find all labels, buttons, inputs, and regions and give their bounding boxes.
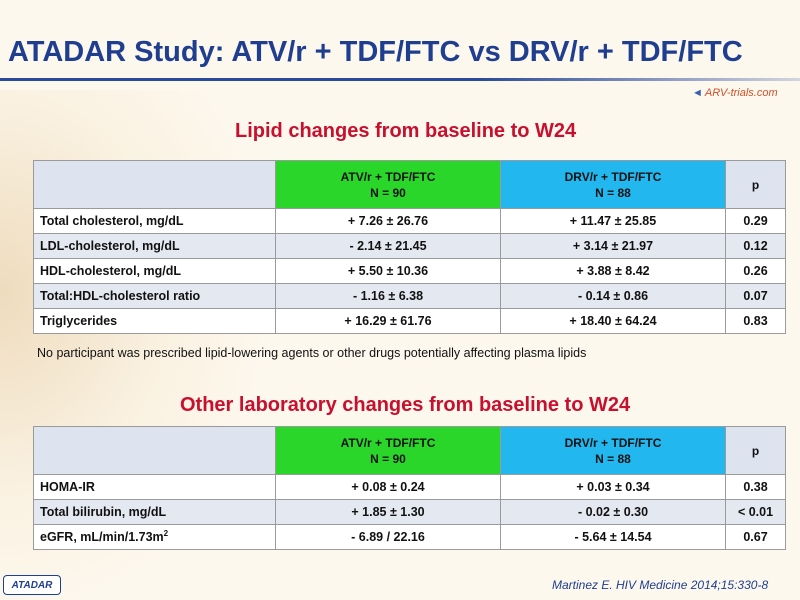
table-row: HOMA-IR + 0.08 ± 0.24 + 0.03 ± 0.34 0.38 <box>33 474 786 500</box>
cell-drv: + 3.88 ± 8.42 <box>500 258 726 284</box>
other-lab-table: ATV/r + TDF/FTC N = 90 DRV/r + TDF/FTC N… <box>33 426 786 550</box>
cell-atv: + 1.85 ± 1.30 <box>275 499 501 525</box>
header-blank-cell <box>33 160 276 209</box>
row-label: eGFR, mL/min/1.73m2 <box>33 524 276 550</box>
table-row: LDL-cholesterol, mg/dL - 2.14 ± 21.45 + … <box>33 233 786 259</box>
table-header-row: ATV/r + TDF/FTC N = 90 DRV/r + TDF/FTC N… <box>33 160 786 209</box>
cell-p: 0.67 <box>725 524 786 550</box>
cell-drv: + 18.40 ± 64.24 <box>500 308 726 334</box>
header-atv: ATV/r + TDF/FTC N = 90 <box>275 160 501 209</box>
header-atv: ATV/r + TDF/FTC N = 90 <box>275 426 501 475</box>
header-drv: DRV/r + TDF/FTC N = 88 <box>500 426 726 475</box>
cell-atv: - 6.89 / 22.16 <box>275 524 501 550</box>
title-divider <box>0 78 800 81</box>
cell-atv: - 2.14 ± 21.45 <box>275 233 501 259</box>
atadar-badge: ATADAR <box>3 575 61 595</box>
row-label: HDL-cholesterol, mg/dL <box>33 258 276 284</box>
logo-text: ARV-trials.com <box>704 87 778 99</box>
header-p: p <box>725 160 786 209</box>
row-label: Total bilirubin, mg/dL <box>33 499 276 525</box>
table-row: Total bilirubin, mg/dL + 1.85 ± 1.30 - 0… <box>33 499 786 525</box>
cell-p: 0.38 <box>725 474 786 500</box>
cell-drv: + 0.03 ± 0.34 <box>500 474 726 500</box>
lipid-table: ATV/r + TDF/FTC N = 90 DRV/r + TDF/FTC N… <box>33 160 786 334</box>
table-row: eGFR, mL/min/1.73m2 - 6.89 / 22.16 - 5.6… <box>33 524 786 550</box>
cell-atv: + 7.26 ± 26.76 <box>275 208 501 234</box>
cell-atv: + 0.08 ± 0.24 <box>275 474 501 500</box>
lipid-footnote: No participant was prescribed lipid-lowe… <box>37 346 587 360</box>
header-drv: DRV/r + TDF/FTC N = 88 <box>500 160 726 209</box>
citation: Martinez E. HIV Medicine 2014;15:330-8 <box>552 578 769 592</box>
other-section-title: Other laboratory changes from baseline t… <box>180 394 631 416</box>
cell-p: 0.26 <box>725 258 786 284</box>
cell-p: < 0.01 <box>725 499 786 525</box>
cell-drv: - 0.14 ± 0.86 <box>500 283 726 309</box>
cell-drv: + 11.47 ± 25.85 <box>500 208 726 234</box>
header-blank-cell <box>33 426 276 475</box>
cell-drv: - 0.02 ± 0.30 <box>500 499 726 525</box>
cell-atv: - 1.16 ± 6.38 <box>275 283 501 309</box>
cell-p: 0.12 <box>725 233 786 259</box>
table-row: HDL-cholesterol, mg/dL + 5.50 ± 10.36 + … <box>33 258 786 284</box>
row-label: Total cholesterol, mg/dL <box>33 208 276 234</box>
logo-arrow-icon: ◄ <box>692 87 703 99</box>
cell-p: 0.83 <box>725 308 786 334</box>
lipid-section-title: Lipid changes from baseline to W24 <box>235 120 577 142</box>
header-p: p <box>725 426 786 475</box>
cell-atv: + 16.29 ± 61.76 <box>275 308 501 334</box>
cell-drv: - 5.64 ± 14.54 <box>500 524 726 550</box>
table-row: Total cholesterol, mg/dL + 7.26 ± 26.76 … <box>33 208 786 234</box>
row-label: HOMA-IR <box>33 474 276 500</box>
row-label: Triglycerides <box>33 308 276 334</box>
table-row: Total:HDL-cholesterol ratio - 1.16 ± 6.3… <box>33 283 786 309</box>
row-label: LDL-cholesterol, mg/dL <box>33 233 276 259</box>
cell-p: 0.07 <box>725 283 786 309</box>
cell-p: 0.29 <box>725 208 786 234</box>
cell-atv: + 5.50 ± 10.36 <box>275 258 501 284</box>
arv-trials-logo: ◄ ARV-trials.com <box>692 84 778 102</box>
cell-drv: + 3.14 ± 21.97 <box>500 233 726 259</box>
slide-title: ATADAR Study: ATV/r + TDF/FTC vs DRV/r +… <box>8 36 743 68</box>
row-label: Total:HDL-cholesterol ratio <box>33 283 276 309</box>
table-row: Triglycerides + 16.29 ± 61.76 + 18.40 ± … <box>33 308 786 334</box>
table-header-row: ATV/r + TDF/FTC N = 90 DRV/r + TDF/FTC N… <box>33 426 786 475</box>
